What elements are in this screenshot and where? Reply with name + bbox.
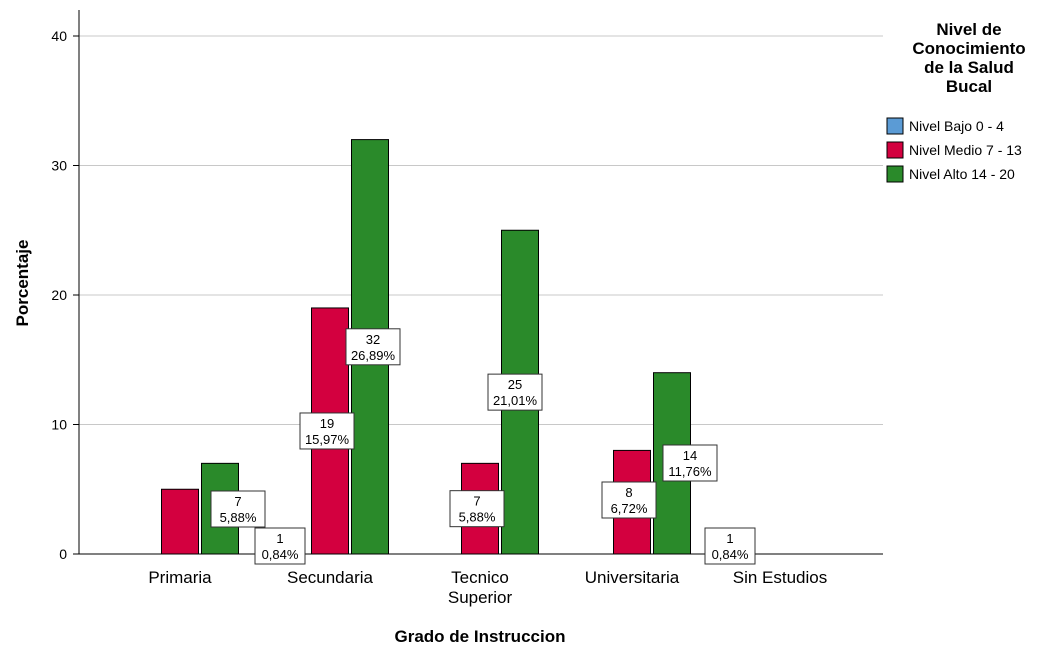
data-label-percent: 0,84%: [712, 547, 749, 562]
data-label-count: 1: [276, 531, 283, 546]
data-label-count: 7: [234, 494, 241, 509]
y-tick-label: 0: [59, 546, 67, 562]
y-tick-label: 40: [51, 28, 67, 44]
legend-entry: Nivel Alto 14 - 20: [909, 166, 1015, 182]
legend-title: Conocimiento: [912, 39, 1025, 58]
data-labels: 10,84%10,84%1915,97%75,88%86,72%75,88%32…: [210, 328, 756, 565]
x-tick-label: Superior: [448, 588, 513, 607]
x-tick-label: Primaria: [148, 568, 212, 587]
data-label-box: [662, 444, 718, 482]
legend-swatch: [886, 165, 904, 183]
y-tick-label: 20: [51, 287, 67, 303]
y-axis-title: Porcentaje: [13, 240, 32, 327]
x-axis-title: Grado de Instruccion: [395, 627, 566, 646]
data-label-box: [449, 490, 505, 528]
y-tick-label: 10: [51, 417, 67, 433]
data-label-count: 32: [366, 332, 380, 347]
legend-swatch: [886, 117, 904, 135]
y-tick-label: 30: [51, 158, 67, 174]
data-label-percent: 5,88%: [459, 510, 496, 525]
legend-title: Bucal: [946, 77, 992, 96]
data-label-percent: 15,97%: [305, 432, 350, 447]
data-label-percent: 11,76%: [668, 464, 712, 479]
x-tick-label: Sin Estudios: [733, 568, 828, 587]
data-label-count: 7: [473, 494, 480, 509]
data-label-count: 25: [508, 377, 522, 392]
x-tick-label: Secundaria: [287, 568, 374, 587]
legend-swatch: [886, 141, 904, 159]
legend-title: Nivel de: [936, 20, 1001, 39]
data-label-percent: 6,72%: [611, 501, 648, 516]
data-label-count: 14: [683, 448, 697, 463]
x-tick-label: Tecnico: [451, 568, 509, 587]
data-label-count: 8: [625, 485, 632, 500]
data-label-box: [704, 527, 756, 565]
data-label-percent: 5,88%: [220, 510, 257, 525]
legend-entry: Nivel Bajo 0 - 4: [909, 118, 1004, 134]
legend-entry: Nivel Medio 7 - 13: [909, 142, 1022, 158]
data-label-box: [299, 412, 355, 450]
axes: 0 10 20 30 40 Primaria Secundaria TecnicoSuperi…: [51, 10, 883, 607]
data-label-count: 19: [320, 416, 334, 431]
data-label-percent: 26,89%: [351, 348, 396, 363]
data-label-percent: 0,84%: [262, 547, 299, 562]
legend-title: de la Salud: [924, 58, 1014, 77]
data-label-box: [487, 373, 543, 411]
data-label-box: [345, 328, 401, 366]
data-label-box: [601, 481, 657, 519]
data-label-box: [210, 490, 266, 528]
grid-lines: [79, 35, 883, 425]
data-label-count: 1: [726, 531, 733, 546]
data-label-box: [254, 527, 306, 565]
data-label-percent: 21,01%: [493, 393, 538, 408]
x-tick-label: Universitaria: [585, 568, 680, 587]
bar: [161, 488, 199, 555]
